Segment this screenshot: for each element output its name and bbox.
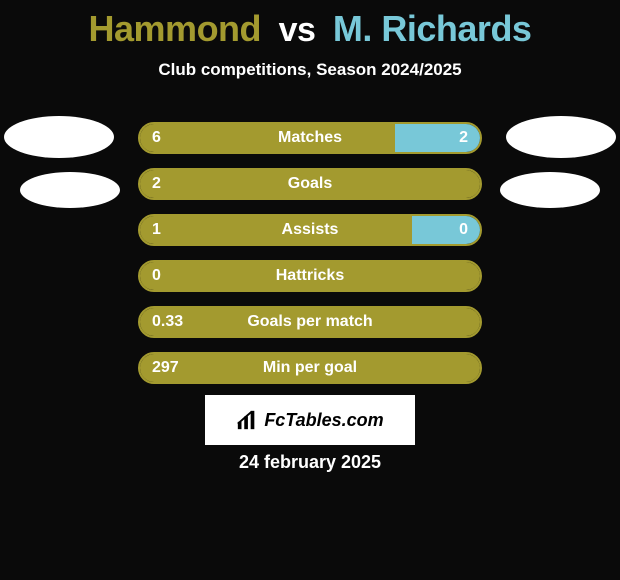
stats-container: Matches62Goals2Assists10Hattricks0Goals … <box>138 122 482 398</box>
stat-row: Goals per match0.33 <box>138 306 482 338</box>
stat-value-player2: 0 <box>459 216 468 244</box>
stat-row: Assists1 0 <box>138 214 482 246</box>
chart-icon <box>236 409 258 431</box>
player2-avatar <box>506 116 616 158</box>
stat-value-player1: 297 <box>152 354 179 382</box>
player1-avatar <box>4 116 114 158</box>
player2-name: M. Richards <box>333 8 532 49</box>
stat-label: Goals per match <box>140 308 480 336</box>
source-logo-badge: FcTables.com <box>205 395 415 445</box>
stat-row: Goals2 <box>138 168 482 200</box>
stat-value-player1: 6 <box>152 124 161 152</box>
stat-label: Goals <box>140 170 480 198</box>
stat-label: Assists <box>140 216 480 244</box>
subtitle: Club competitions, Season 2024/2025 <box>0 60 620 80</box>
date-text: 24 february 2025 <box>0 452 620 473</box>
stat-row: Hattricks0 <box>138 260 482 292</box>
source-logo-text: FcTables.com <box>264 410 383 431</box>
stat-value-player1: 0 <box>152 262 161 290</box>
stat-label: Min per goal <box>140 354 480 382</box>
comparison-title: Hammond vs M. Richards <box>0 0 620 50</box>
stat-value-player1: 1 <box>152 216 161 244</box>
vs-text: vs <box>279 11 316 49</box>
stat-label: Hattricks <box>140 262 480 290</box>
stat-label: Matches <box>140 124 480 152</box>
player1-club-badge <box>20 172 120 208</box>
player2-club-badge <box>500 172 600 208</box>
stat-row: Matches6 2 <box>138 122 482 154</box>
stat-value-player2: 2 <box>459 124 468 152</box>
stat-value-player1: 2 <box>152 170 161 198</box>
stat-row: Min per goal297 <box>138 352 482 384</box>
stat-value-player1: 0.33 <box>152 308 183 336</box>
player1-name: Hammond <box>89 8 262 49</box>
